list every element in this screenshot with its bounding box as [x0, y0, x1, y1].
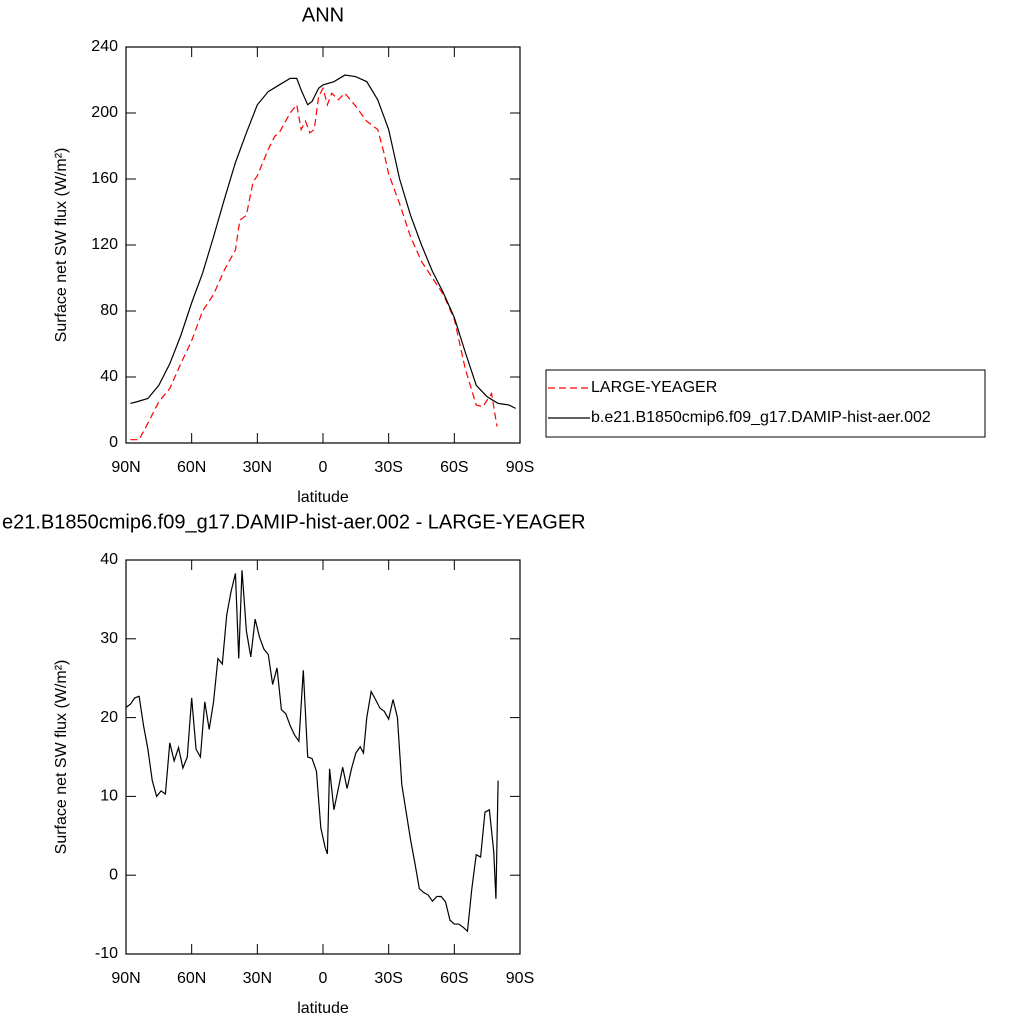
plot-frame [125, 46, 521, 444]
x-tick-label: 0 [319, 459, 328, 476]
y-tick-label: 20 [100, 709, 118, 726]
y-tick-label: 200 [91, 104, 118, 121]
plot-frame [125, 559, 521, 955]
x-tick-label: 90N [111, 459, 140, 476]
y-axis-label: Surface net SW flux (W/m²) [53, 148, 70, 343]
y-tick-label: 10 [100, 788, 118, 805]
y-tick-label: 40 [100, 368, 118, 385]
y-tick-label: 80 [100, 302, 118, 319]
data-line [130, 86, 498, 441]
x-tick-label: 60N [177, 459, 206, 476]
x-tick-label: 90S [506, 459, 534, 476]
y-tick-label: 160 [91, 170, 118, 187]
y-tick-label: 120 [91, 236, 118, 253]
x-tick-label: 60S [440, 970, 468, 987]
chart-title: e21.B1850cmip6.f09_g17.DAMIP-hist-aer.00… [2, 511, 586, 533]
y-tick-label: 40 [100, 551, 118, 568]
x-tick-label: 30S [374, 459, 402, 476]
x-tick-label: 30S [374, 970, 402, 987]
y-tick-label: 240 [91, 38, 118, 55]
x-tick-label: 0 [319, 970, 328, 987]
x-tick-label: 90N [111, 970, 140, 987]
x-tick-label: 90S [506, 970, 534, 987]
x-tick-label: 30N [243, 459, 272, 476]
data-line [130, 74, 516, 409]
chart-title: ANN [302, 4, 344, 26]
x-axis-label: latitude [297, 489, 349, 506]
x-tick-label: 60N [177, 970, 206, 987]
y-tick-label: -10 [95, 945, 118, 962]
x-tick-label: 60S [440, 459, 468, 476]
data-line [125, 570, 499, 933]
y-axis-label: Surface net SW flux (W/m²) [53, 660, 70, 855]
y-tick-label: 0 [109, 866, 118, 883]
legend-label: b.e21.B1850cmip6.f09_g17.DAMIP-hist-aer.… [591, 409, 931, 426]
legend-label: LARGE-YEAGER [591, 379, 717, 396]
x-axis-label: latitude [297, 1000, 349, 1017]
y-tick-label: 30 [100, 630, 118, 647]
x-tick-label: 30N [243, 970, 272, 987]
legend-box [545, 369, 986, 438]
y-tick-label: 0 [109, 434, 118, 451]
